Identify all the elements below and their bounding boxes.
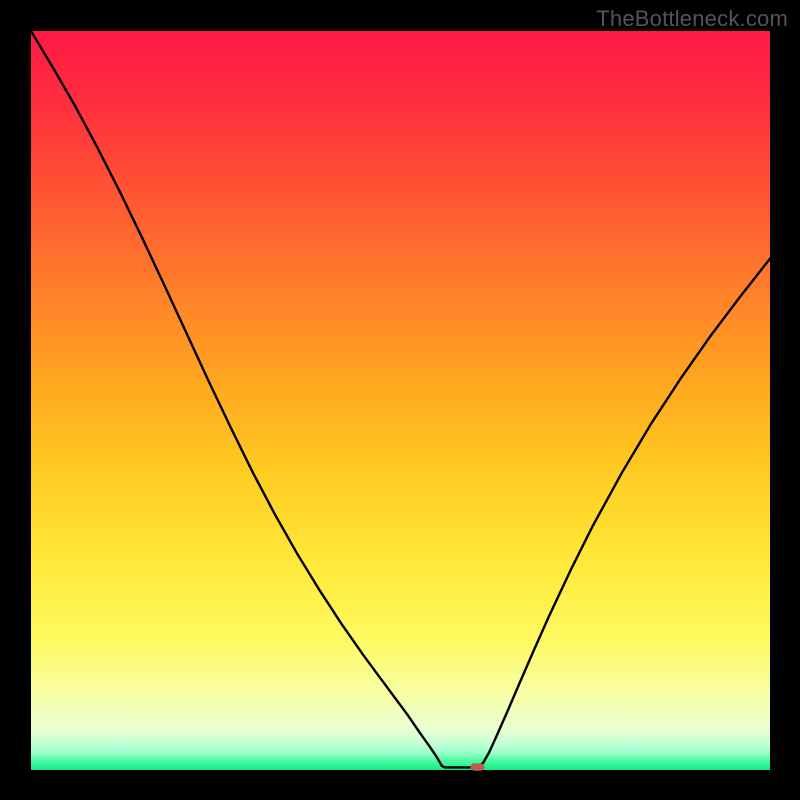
chart-svg	[0, 0, 800, 800]
chart-background	[31, 31, 770, 770]
optimum-marker	[470, 763, 484, 770]
